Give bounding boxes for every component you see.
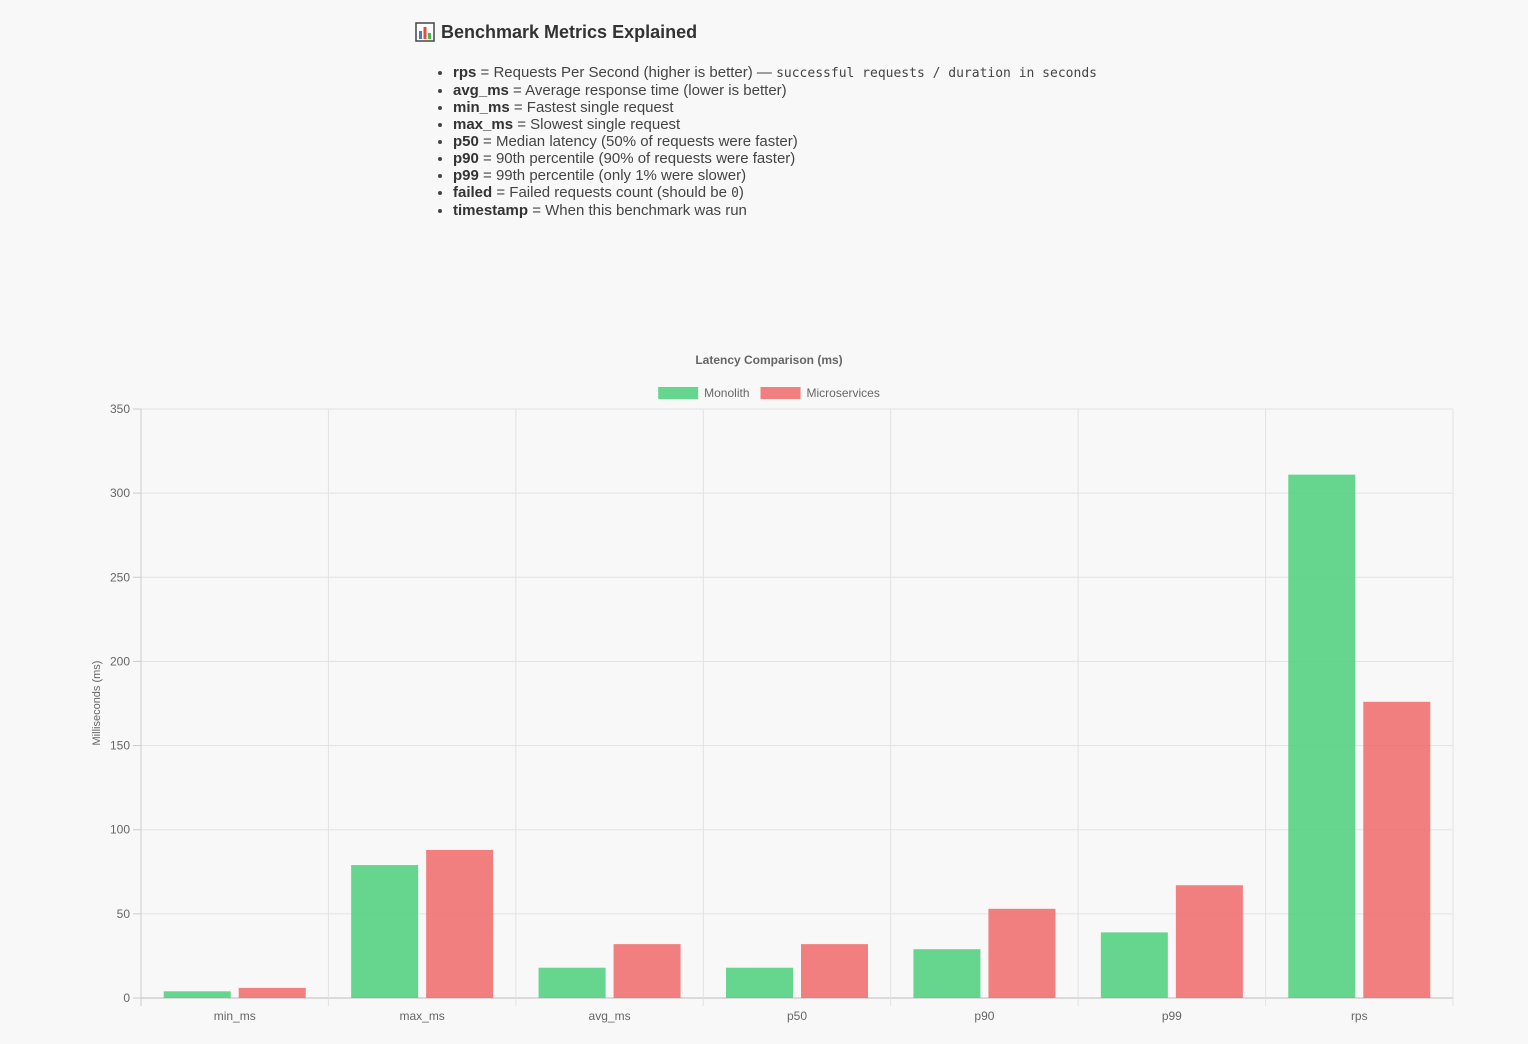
y-tick-label: 50 [117,907,131,921]
y-tick-label: 300 [110,486,130,500]
metric-item-rps: rps = Requests Per Second (higher is bet… [453,64,1315,82]
y-tick-label: 150 [110,739,130,753]
metric-key: p99 [453,167,479,184]
metric-item-p90: p90 = 90th percentile (90% of requests w… [453,150,1315,167]
chart-legend: Monolith Microservices [658,386,880,400]
metric-code: 0 [731,186,739,201]
explanation-title: Benchmark Metrics Explained [441,21,698,42]
metric-desc: = Median latency (50% of requests were f… [478,133,798,150]
legend-label-microservices: Microservices [807,386,880,400]
y-tick-label: 350 [110,402,130,416]
bar-monolith-p99 [1100,932,1168,998]
y-tick-label: 250 [110,570,130,584]
x-tick-label: avg_ms [589,1009,631,1023]
latency-chart: Latency Comparison (ms) Monolith Microser… [91,353,1454,1023]
explanation-heading: Benchmark Metrics Explained [415,18,1315,46]
x-tick-label: p50 [787,1009,807,1023]
y-tick-label: 200 [110,654,130,668]
metric-key: timestamp [453,202,529,219]
x-tick-label: p99 [1162,1009,1182,1023]
metric-key: failed [453,184,493,201]
x-axis-ticks: min_ms max_ms avg_ms p50 p90 p99 rps [214,1009,1368,1023]
metric-desc: = Average response time (lower is better… [508,82,787,99]
metric-list: rps = Requests Per Second (higher is bet… [415,64,1315,219]
bar-microservices-avg_ms [613,944,681,998]
x-tick-label: rps [1351,1009,1368,1023]
bar-monolith-rps [1288,474,1356,998]
metric-key: p50 [453,133,479,150]
metric-desc: = When this benchmark was run [528,202,747,219]
metric-desc: = Failed requests count (should be [492,184,732,201]
metric-item-p50: p50 = Median latency (50% of requests we… [453,133,1315,150]
y-tick-label: 100 [110,823,130,837]
bar-microservices-rps [1363,701,1431,998]
bar-microservices-p99 [1175,885,1243,998]
metric-item-max_ms: max_ms = Slowest single request [453,116,1315,133]
bar-monolith-p50 [726,967,793,998]
x-tick-label: max_ms [399,1009,444,1023]
bar-microservices-p90 [988,908,1056,998]
bar-monolith-max_ms [351,865,419,998]
chart-bars [163,474,1431,998]
metric-item-failed: failed = Failed requests count (should b… [453,184,1315,202]
metric-tail: ) [738,184,744,201]
metric-key: p90 [453,150,479,167]
bar-microservices-min_ms [238,987,306,998]
metric-desc: = 90th percentile (90% of requests were … [478,150,796,167]
chart-grid [133,408,1454,1006]
metric-item-avg_ms: avg_ms = Average response time (lower is… [453,82,1315,99]
metric-key: max_ms [453,116,514,133]
x-tick-label: min_ms [214,1009,256,1023]
metric-desc: = Slowest single request [513,116,681,133]
legend-swatch-microservices [760,387,801,399]
y-axis-ticks: 0 50 100 150 200 250 300 350 [110,402,130,1005]
metric-desc: = Fastest single request [509,99,674,116]
y-axis-label: Milliseconds (ms) [91,661,103,746]
x-tick-label: p90 [974,1009,994,1023]
metrics-explanation: Benchmark Metrics Explained rps = Reques… [415,18,1315,219]
y-tick-label: 0 [123,991,130,1005]
metric-key: min_ms [453,99,510,116]
bar-chart-icon [415,22,435,42]
bar-monolith-p90 [913,949,981,998]
metric-item-p99: p99 = 99th percentile (only 1% were slow… [453,167,1315,184]
metric-item-min_ms: min_ms = Fastest single request [453,99,1315,116]
metric-key: avg_ms [453,82,509,99]
metric-item-timestamp: timestamp = When this benchmark was run [453,202,1315,219]
metric-desc: = Requests Per Second (higher is better)… [476,64,777,81]
legend-swatch-monolith [658,387,699,399]
bar-microservices-max_ms [426,849,494,998]
chart-title: Latency Comparison (ms) [695,353,842,367]
legend-label-monolith: Monolith [704,386,749,400]
bar-monolith-min_ms [163,991,231,998]
bar-microservices-p50 [801,944,868,998]
metric-desc: = 99th percentile (only 1% were slower) [478,167,747,184]
metric-key: rps [453,64,477,81]
bar-monolith-avg_ms [538,967,606,998]
metric-code: successful requests / duration in second… [776,66,1097,81]
